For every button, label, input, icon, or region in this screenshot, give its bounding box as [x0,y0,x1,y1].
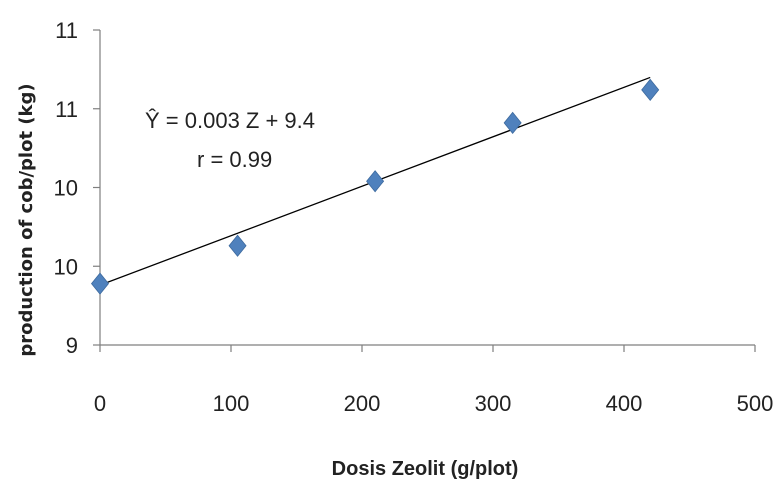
x-ticks: 0 100 200 300 400 500 [94,345,773,416]
data-point [641,78,660,101]
y-ticks: 9 10 10 11 11 [54,18,100,358]
y-tick-label: 9 [66,333,78,358]
x-tick-label: 300 [475,391,512,416]
data-point [366,170,385,193]
data-point [90,272,110,295]
y-tick-label: 11 [55,97,78,122]
y-tick-label: 10 [54,254,78,279]
y-axis-title: production of cob/plot (kg) [16,83,37,356]
x-axis-title: Dosis Zeolit (g/plot) [332,458,519,480]
axes: 9 10 10 11 11 0 100 200 300 400 500 [54,18,774,416]
y-tick-label: 10 [54,176,78,201]
data-point [503,111,522,135]
x-tick-label: 500 [737,391,774,416]
correlation-annotation: r = 0.99 [197,147,272,172]
y-tick-label: 11 [55,18,78,43]
data-point [228,234,247,257]
x-tick-label: 200 [344,391,381,416]
equation-annotation: Ŷ = 0.003 Z + 9.4 [145,108,315,133]
data-points [90,78,660,295]
x-tick-label: 0 [94,391,106,416]
x-tick-label: 400 [606,391,643,416]
x-tick-label: 100 [213,391,250,416]
